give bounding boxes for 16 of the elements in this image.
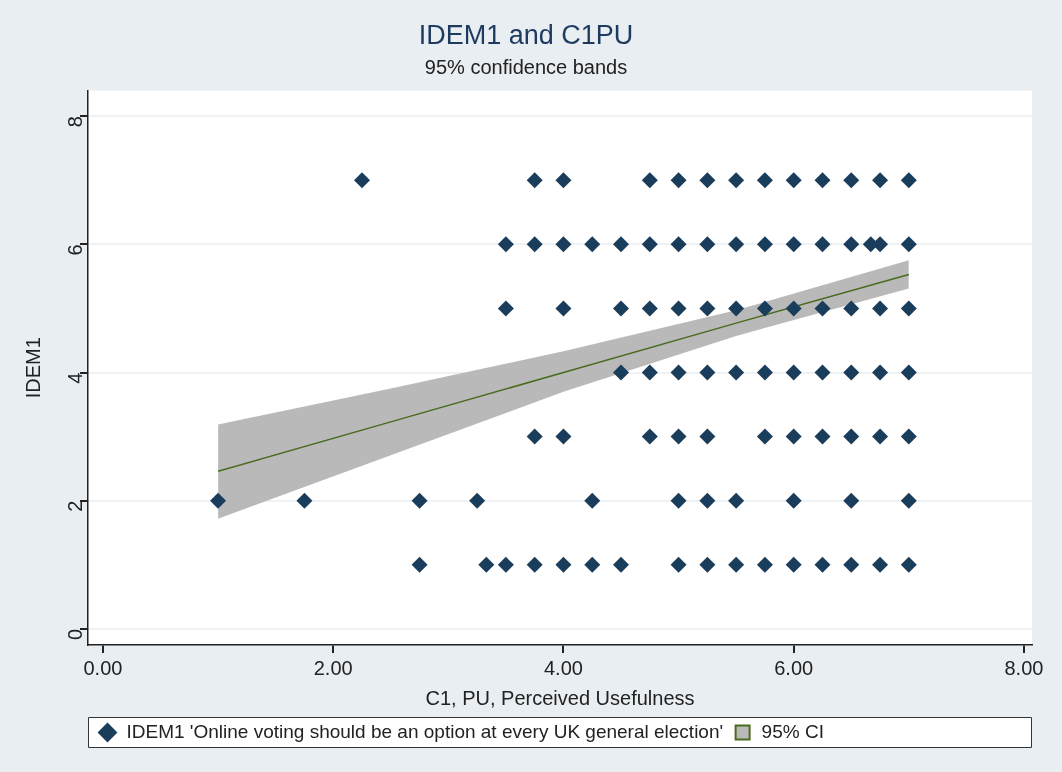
- x-tick-label: 6.00: [774, 656, 814, 679]
- y-tick-label: 6: [63, 244, 86, 256]
- x-tick-label: 0.00: [83, 656, 123, 679]
- chart-title: IDEM1 and C1PU: [418, 19, 634, 50]
- y-tick-label: 0: [63, 628, 86, 641]
- x-axis-title: C1, PU, Perceived Usefulness: [425, 686, 695, 709]
- x-tick-label: 2.00: [313, 656, 353, 679]
- legend-label: 95% CI: [761, 720, 824, 742]
- y-tick-label: 8: [63, 116, 86, 128]
- chart-subtitle: 95% confidence bands: [424, 55, 628, 78]
- x-tick-label: 8.00: [1004, 656, 1044, 679]
- legend-label: IDEM1 'Online voting should be an option at every UK general election': [126, 720, 724, 742]
- x-tick-label: 4.00: [543, 656, 583, 679]
- y-axis-title: IDEM1: [21, 337, 44, 399]
- y-tick-label: 4: [63, 372, 86, 384]
- y-tick-label: 2: [63, 500, 86, 512]
